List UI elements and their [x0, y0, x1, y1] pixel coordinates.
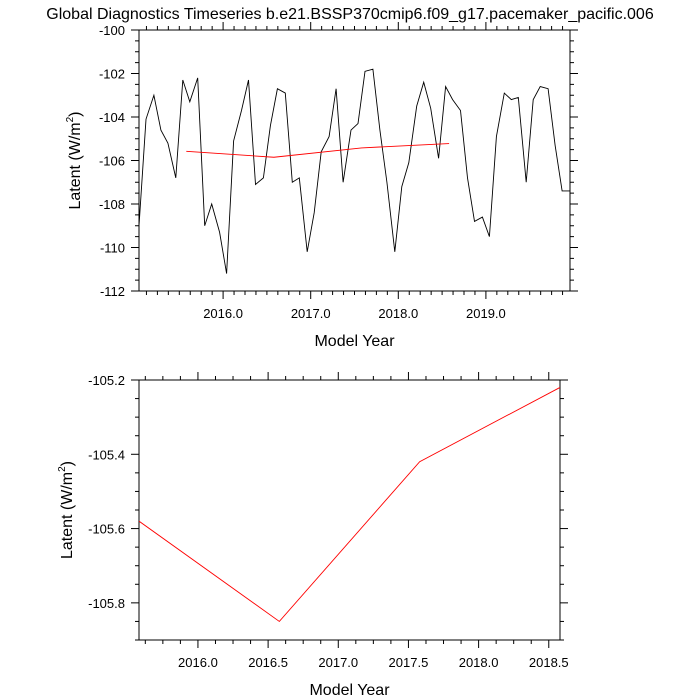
annual-series-line: [186, 143, 450, 158]
plot-frame: [138, 379, 561, 641]
x-axis-label: Model Year: [314, 333, 395, 350]
x-tick-label: 2017.0: [318, 655, 358, 670]
x-tick-label: 2019.0: [466, 306, 506, 321]
y-tick-label: -105.4: [88, 447, 125, 462]
x-tick-label: 2016.0: [178, 655, 218, 670]
y-tick-label: -108: [99, 197, 125, 212]
x-axis-label: Model Year: [309, 682, 390, 699]
panel-bottom: 2016.0 2016.5 2017.0 2017.5 2018.0 2018.5 -105…: [57, 372, 569, 699]
plot-area: 2016.0 2017.0 2018.0 2019.0 -112 -110 -108 -106…: [65, 22, 578, 350]
x-tick-label: 2018.5: [529, 655, 569, 670]
x-tick-label: 2016.0: [203, 306, 243, 321]
y-tick-label: -100: [99, 23, 125, 38]
x-tick-label: 2016.5: [248, 655, 288, 670]
plot-area: 2016.0 2016.5 2017.0 2017.5 2018.0 2018.5 -105…: [57, 372, 569, 699]
tick-marks: [131, 372, 568, 648]
tick-marks: [131, 22, 578, 299]
y-tick-label: -112: [100, 284, 125, 299]
panel-top: 2016.0 2017.0 2018.0 2019.0 -112 -110 -108 -106…: [65, 22, 578, 350]
y-tick-label: -105.8: [88, 596, 125, 611]
plot-frame: [138, 29, 571, 292]
x-tick-label: 2018.0: [378, 306, 418, 321]
x-tick-label: 2018.0: [459, 655, 499, 670]
figure-title: Global Diagnostics Timeseries b.e21.BSSP…: [46, 6, 654, 23]
x-tick-label: 2017.5: [389, 655, 429, 670]
y-axis-label: Latent (W/m2): [65, 111, 84, 209]
y-tick-label: -104: [99, 110, 125, 125]
y-axis-label: Latent (W/m2): [57, 461, 76, 559]
y-tick-label: -110: [100, 241, 125, 256]
y-tick-label: -105.2: [88, 373, 125, 388]
y-tick-label: -102: [99, 67, 125, 82]
y-tick-label: -105.6: [88, 522, 125, 537]
annual-series-line: [139, 387, 560, 623]
y-tick-label: -106: [99, 154, 125, 169]
monthly-series-line: [139, 68, 570, 274]
x-tick-label: 2017.0: [291, 306, 331, 321]
